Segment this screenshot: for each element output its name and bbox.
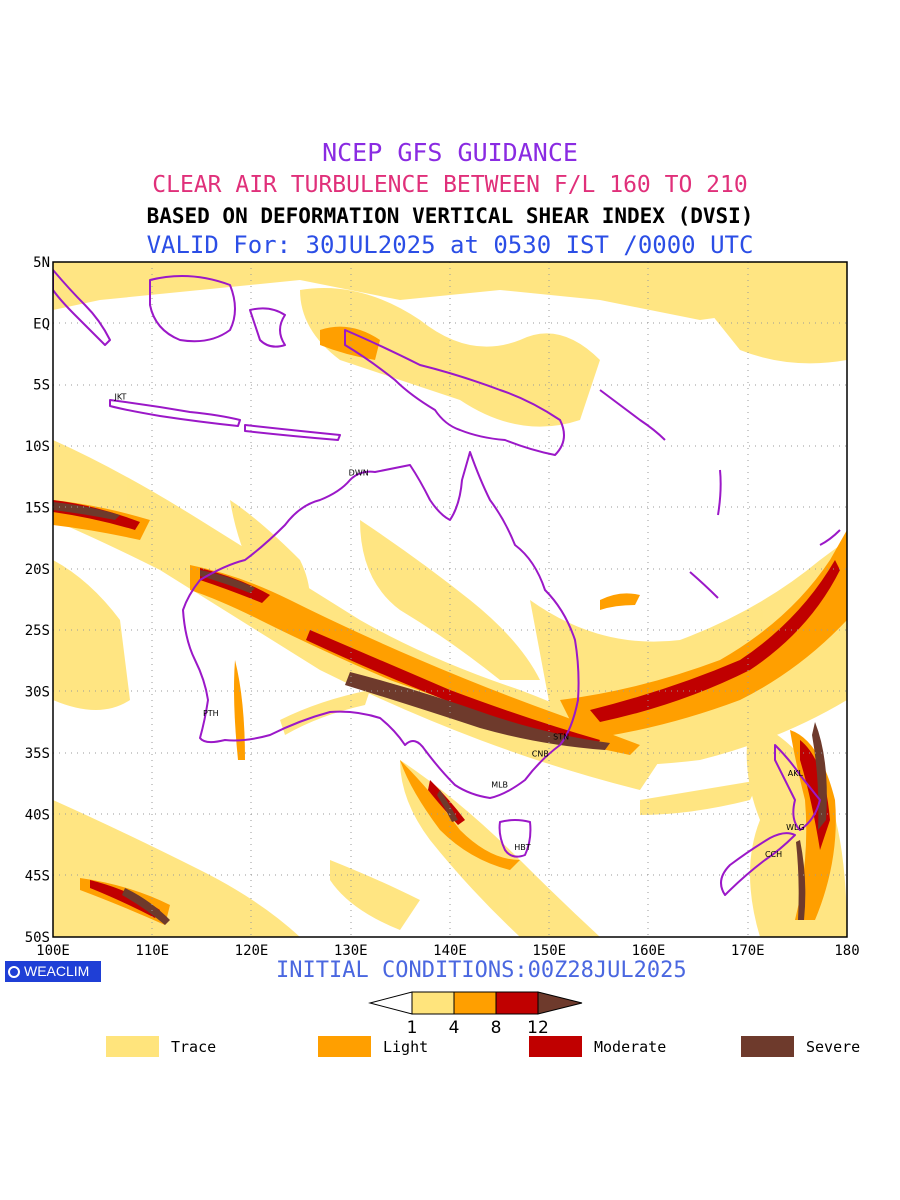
lon-label: 130E [334, 943, 368, 959]
lat-label: 45S [25, 869, 50, 885]
colorbar-light-segment [453, 991, 497, 1015]
new-zealand-south-coast [720, 832, 796, 896]
legend-swatch-severe [741, 1036, 794, 1057]
colorbar-trace-segment [411, 991, 455, 1015]
lat-label: 5S [33, 378, 50, 394]
lat-label: 35S [25, 746, 50, 762]
latitude-labels: 5N EQ 5S 10S 15S 20S 25S 30S 35S 40S 45S 50S [25, 255, 50, 946]
longitude-labels: 100E 110E 120E 130E 140E 150E 160E 170E 180 [36, 943, 860, 959]
title-line-1: NCEP GFS GUIDANCE [322, 138, 578, 167]
logo-ring-icon [8, 965, 20, 978]
legend-label-trace: Trace [171, 1037, 217, 1056]
colorbar-tick-4: 4 [449, 1018, 460, 1038]
legend-label-severe: Severe [806, 1037, 861, 1056]
valid-time-line: VALID For: 30JUL2025 at 0530 IST /0000 U… [146, 231, 754, 259]
lon-label: 120E [235, 943, 269, 959]
colorbar-tick-12: 12 [527, 1018, 549, 1038]
java-coast [109, 399, 241, 427]
lat-label: 20S [25, 562, 50, 578]
coastlines [53, 269, 841, 896]
lon-label: 110E [135, 943, 169, 959]
lon-label: 160E [632, 943, 666, 959]
solomon-islands-coast [599, 389, 666, 441]
legend-swatch-light [318, 1036, 371, 1057]
lat-label: 30S [25, 685, 50, 701]
colorbar-low-arrow [368, 991, 413, 1015]
title-line-2: CLEAR AIR TURBULENCE BETWEEN F/L 160 TO … [152, 172, 748, 198]
new-caledonia-coast [689, 571, 719, 599]
legend-label-light: Light [383, 1037, 429, 1056]
city-label-mlb: MLB [491, 780, 508, 789]
fiji-coast [819, 529, 841, 546]
vanuatu-coast [717, 469, 722, 516]
city-label-cch: CCH [765, 850, 782, 859]
city-label-stn: STN [553, 732, 569, 741]
new-guinea-coast [344, 329, 565, 456]
colorbar-moderate-segment [495, 991, 539, 1015]
colorbar-severe-arrow [537, 991, 583, 1015]
australia-coast [182, 451, 580, 799]
sulawesi-coast [249, 307, 286, 348]
plot-frame [52, 261, 848, 938]
legend-label-moderate: Moderate [594, 1037, 667, 1056]
city-label-jkt: JKT [114, 392, 127, 401]
lat-label: 15S [25, 500, 50, 516]
logo-text: WEACLIM [24, 963, 90, 979]
legend-item-light: Light [318, 1036, 428, 1057]
legend-swatch-trace [106, 1036, 159, 1057]
turbulence-fields [53, 262, 847, 937]
city-label-wlg: WLG [786, 823, 805, 832]
city-label-pth: PTH [203, 709, 219, 718]
lat-label: 50S [25, 930, 50, 946]
legend-item-moderate: Moderate [529, 1036, 666, 1057]
lat-label: 25S [25, 623, 50, 639]
lon-label: 170E [731, 943, 765, 959]
borneo-coast [149, 275, 236, 343]
weaclim-logo: WEACLIM [5, 961, 101, 982]
initial-conditions: INITIAL CONDITIONS:00Z28JUL2025 [276, 958, 687, 983]
legend-item-trace: Trace [106, 1036, 216, 1057]
lon-label: 100E [36, 943, 70, 959]
colorbar: 1 4 8 12 [368, 991, 583, 1038]
legend-item-severe: Severe [741, 1036, 860, 1057]
lesser-sunda-coast [244, 424, 341, 441]
city-label-dwn: DWN [349, 469, 369, 478]
legend-swatch-moderate [529, 1036, 582, 1057]
colorbar-tick-8: 8 [491, 1018, 502, 1038]
sumatra-coast [53, 269, 111, 346]
city-labels: JKT DWN PTH STN CNB MLB HBT AKL WLG CCH [114, 392, 805, 859]
lat-label: 5N [33, 255, 50, 271]
lat-label: 40S [25, 807, 50, 823]
city-label-akl: AKL [788, 769, 804, 778]
lon-label: 140E [433, 943, 467, 959]
city-label-cnb: CNB [532, 750, 549, 759]
title-line-3: BASED ON DEFORMATION VERTICAL SHEAR INDE… [146, 204, 754, 228]
tasmania-coast [498, 819, 532, 858]
lon-label: 180 [834, 943, 859, 959]
colorbar-tick-1: 1 [407, 1018, 418, 1038]
city-label-hbt: HBT [514, 843, 531, 852]
lon-label: 150E [532, 943, 566, 959]
lat-label: EQ [33, 316, 50, 332]
lat-label: 10S [25, 439, 50, 455]
new-zealand-north-coast [774, 744, 821, 831]
